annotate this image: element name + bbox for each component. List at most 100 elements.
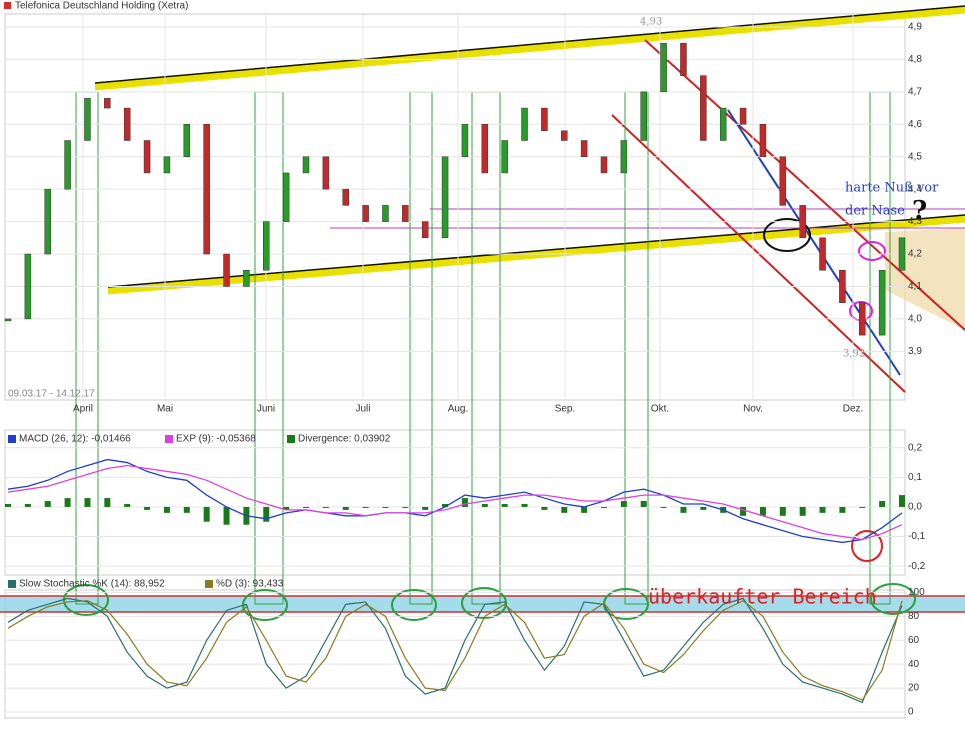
- divergence-bar: [84, 498, 91, 507]
- price-frame: [4, 13, 906, 401]
- x-tick-label: Sep.: [555, 404, 576, 415]
- candle: [143, 140, 151, 174]
- candle: [620, 140, 628, 174]
- candle: [461, 124, 469, 157]
- divergence-bar: [879, 501, 886, 507]
- candle: [382, 205, 389, 222]
- legend-label: EXP (9): -0,05368: [176, 434, 256, 445]
- divergence-bar: [640, 501, 647, 507]
- divergence-bar: [382, 506, 389, 508]
- y-tick-label: 0,2: [908, 442, 922, 453]
- legend-label: %D (3): 93,433: [216, 579, 284, 590]
- candle: [84, 98, 91, 141]
- y-tick-label: 4,6: [908, 119, 922, 130]
- annotation: 3,92: [843, 349, 865, 360]
- legend-label: MACD (26, 12): -0,01466: [19, 434, 131, 445]
- macd-line: [7, 464, 903, 541]
- divergence-bar: [581, 506, 588, 513]
- annotation: 4,93: [640, 17, 662, 28]
- y-tick-label: 100: [908, 587, 925, 598]
- candle: [481, 124, 489, 174]
- divergence-bar: [859, 506, 866, 508]
- upper-trend: [94, 6, 965, 91]
- stoch-frame: [4, 589, 906, 719]
- candle: [163, 156, 171, 174]
- candle: [700, 75, 707, 141]
- candle: [600, 156, 608, 174]
- divergence-bar: [442, 503, 449, 507]
- candle: [799, 205, 806, 239]
- divergence-bar: [799, 506, 806, 516]
- y-tick-label: 4,9: [908, 22, 922, 33]
- divergence-bar: [163, 506, 170, 513]
- divergence-bar: [541, 506, 548, 510]
- x-tick-label: April: [73, 404, 93, 415]
- divergence-bar: [561, 506, 568, 513]
- upper-trend-edge: [94, 5, 965, 84]
- y-tick-label: 4,3: [908, 216, 922, 227]
- legend-swatch: [8, 435, 16, 443]
- candle: [739, 107, 747, 125]
- y-tick-label: 4,4: [908, 184, 922, 195]
- y-tick-label: 4,2: [908, 249, 922, 260]
- macd-line: [7, 458, 903, 544]
- candle: [342, 188, 349, 206]
- divergence-bar: [303, 506, 309, 508]
- x-tick-label: Juli: [355, 404, 370, 415]
- candle: [441, 156, 449, 239]
- candle: [521, 107, 528, 141]
- highlight-circle: [870, 583, 916, 615]
- candle: [203, 124, 210, 255]
- divergence-bar: [481, 503, 488, 507]
- y-tick-label: 4,7: [908, 86, 922, 97]
- y-tick-label: 0: [908, 707, 914, 718]
- divergence-bar: [422, 506, 429, 510]
- candle: [839, 270, 846, 303]
- divergence-bar: [223, 506, 230, 525]
- candle: [541, 107, 548, 132]
- candle: [421, 221, 429, 239]
- y-tick-label: 4,5: [908, 151, 922, 162]
- down-trend: [727, 109, 901, 376]
- divergence-bar: [740, 506, 747, 516]
- divergence-bar: [263, 506, 270, 522]
- candle: [759, 124, 767, 157]
- highlight-circle: [391, 589, 437, 621]
- y-tick-label: 80: [908, 611, 920, 622]
- divergence-bar: [501, 503, 508, 507]
- candle: [859, 302, 866, 336]
- divergence-bar: [362, 506, 369, 508]
- candle: [302, 156, 310, 174]
- divergence-bar: [104, 498, 111, 507]
- legend-swatch: [287, 435, 295, 443]
- y-tick-label: 4,1: [908, 281, 922, 292]
- highlight-circle: [851, 530, 883, 562]
- candle: [44, 188, 51, 255]
- divergence-bar: [44, 501, 51, 507]
- divergence-bar: [24, 503, 31, 507]
- divergence-bar: [144, 506, 151, 510]
- legend-label: Slow Stochastic %K (14): 88,952: [19, 579, 165, 590]
- date-range: 09.03.17 - 14.12.17: [8, 389, 95, 400]
- divergence-bar: [203, 506, 210, 522]
- annotation: ?: [912, 196, 927, 226]
- divergence-bar: [322, 506, 329, 508]
- candle: [561, 130, 568, 141]
- y-tick-label: 60: [908, 635, 920, 646]
- candle: [779, 156, 787, 206]
- divergence-bar: [64, 498, 71, 507]
- channel-bottom: [611, 114, 906, 393]
- x-tick-label: Dez.: [843, 404, 864, 415]
- candle: [719, 107, 727, 141]
- legend-swatch: [205, 580, 213, 588]
- candle: [64, 140, 71, 190]
- candle: [898, 237, 906, 271]
- annotation: überkaufter Bereich: [648, 585, 877, 609]
- divergence-bar: [342, 506, 349, 510]
- title-icon: [4, 2, 11, 9]
- y-tick-label: 20: [908, 683, 920, 694]
- divergence-bar: [5, 503, 11, 507]
- x-tick-label: Mai: [157, 404, 173, 415]
- y-tick-label: 4,0: [908, 314, 922, 325]
